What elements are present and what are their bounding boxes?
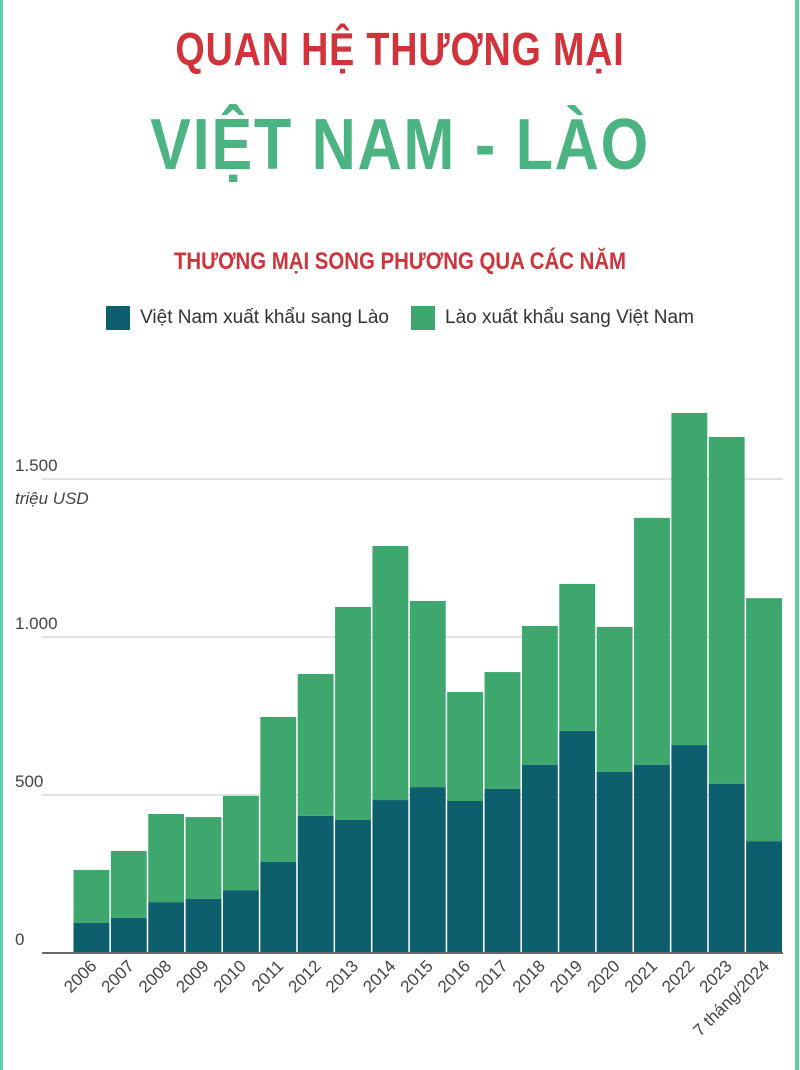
- legend-label: Việt Nam xuất khẩu sang Lào: [140, 307, 389, 328]
- bar-vn-export: [409, 787, 446, 953]
- bar-lao-export: [484, 672, 521, 789]
- bar-vn-export: [484, 788, 521, 953]
- x-tick-label: 2010: [210, 956, 250, 996]
- bar-lao-export: [447, 691, 484, 802]
- x-tick-label: 2016: [434, 956, 474, 996]
- bar-lao-export: [185, 817, 222, 899]
- bar-lao-export: [335, 606, 371, 820]
- bar-lao-export: [559, 583, 596, 731]
- x-tick-label: 2012: [285, 956, 325, 996]
- bar-vn-export: [521, 764, 558, 953]
- legend-item-vn-export: Việt Nam xuất khẩu sang Lào: [106, 306, 389, 330]
- bar-lao-export: [634, 517, 670, 765]
- x-tick-label: 2022: [658, 956, 698, 996]
- x-tick-label: 2006: [60, 956, 100, 996]
- bar-vn-export: [260, 861, 297, 953]
- bar-lao-export: [409, 600, 446, 788]
- bar-lao-export: [372, 545, 409, 801]
- x-tick-label: 2009: [172, 956, 212, 996]
- x-tick-label: 2014: [359, 956, 399, 996]
- title-line1: QUAN HỆ THƯƠNG MẠI: [175, 23, 625, 75]
- bar-vn-export: [708, 783, 745, 953]
- bar-vn-export: [110, 917, 147, 953]
- bar-vn-export: [185, 898, 222, 953]
- legend-swatch: [106, 306, 131, 330]
- bar-lao-export: [297, 673, 334, 816]
- bar-vn-export: [297, 815, 334, 953]
- bar-lao-export: [746, 598, 782, 842]
- bar-vn-export: [671, 745, 708, 953]
- x-tick-label: 2020: [583, 956, 623, 996]
- x-tick-label: 2015: [397, 956, 437, 996]
- bar-vn-export: [447, 801, 484, 953]
- x-tick-label: 2007: [98, 956, 138, 996]
- legend-item-lao-export: Lào xuất khẩu sang Việt Nam: [411, 306, 694, 330]
- y-axis-label: triệu USD: [15, 489, 89, 508]
- bar-lao-export: [708, 436, 745, 784]
- bar-vn-export: [559, 730, 596, 953]
- y-tick-label: 1.000: [15, 614, 58, 633]
- title-line2: VIỆT NAM - LÀO: [150, 105, 650, 185]
- bar-lao-export: [222, 795, 259, 891]
- x-tick-label: 2019: [546, 956, 586, 996]
- bar-lao-export: [596, 626, 633, 772]
- legend: Việt Nam xuất khẩu sang Lào Lào xuất khẩ…: [0, 306, 800, 330]
- y-tick-label: 1.500: [15, 456, 58, 475]
- bar-vn-export: [372, 800, 409, 953]
- y-tick-label: 0: [15, 930, 24, 949]
- x-tick-label: 2021: [621, 956, 661, 996]
- bar-lao-export: [110, 850, 147, 918]
- right-border: [795, 0, 799, 1070]
- bar-lao-export: [521, 625, 558, 765]
- bar-vn-export: [222, 890, 259, 953]
- bar-vn-export: [335, 819, 371, 953]
- legend-swatch: [411, 306, 435, 330]
- bar-lao-export: [148, 813, 185, 903]
- bar-vn-export: [596, 771, 633, 953]
- bar-lao-export: [73, 869, 110, 923]
- bar-vn-export: [746, 841, 782, 953]
- chart-title: THƯƠNG MẠI SONG PHƯƠNG QUA CÁC NĂM: [173, 248, 627, 275]
- bar-vn-export: [148, 902, 185, 953]
- legend-label: Lào xuất khẩu sang Việt Nam: [445, 307, 694, 328]
- x-tick-label: 2013: [322, 956, 362, 996]
- x-tick-label: 2017: [471, 956, 511, 996]
- bar-lao-export: [671, 412, 708, 746]
- bar-lao-export: [260, 716, 297, 862]
- x-tick-label: 2011: [248, 956, 287, 995]
- x-tick-label: 2008: [135, 956, 175, 996]
- y-tick-label: 500: [15, 772, 43, 791]
- x-tick-label: 2018: [509, 956, 549, 996]
- left-border: [0, 0, 3, 1070]
- bar-vn-export: [73, 922, 110, 953]
- bar-vn-export: [634, 764, 670, 953]
